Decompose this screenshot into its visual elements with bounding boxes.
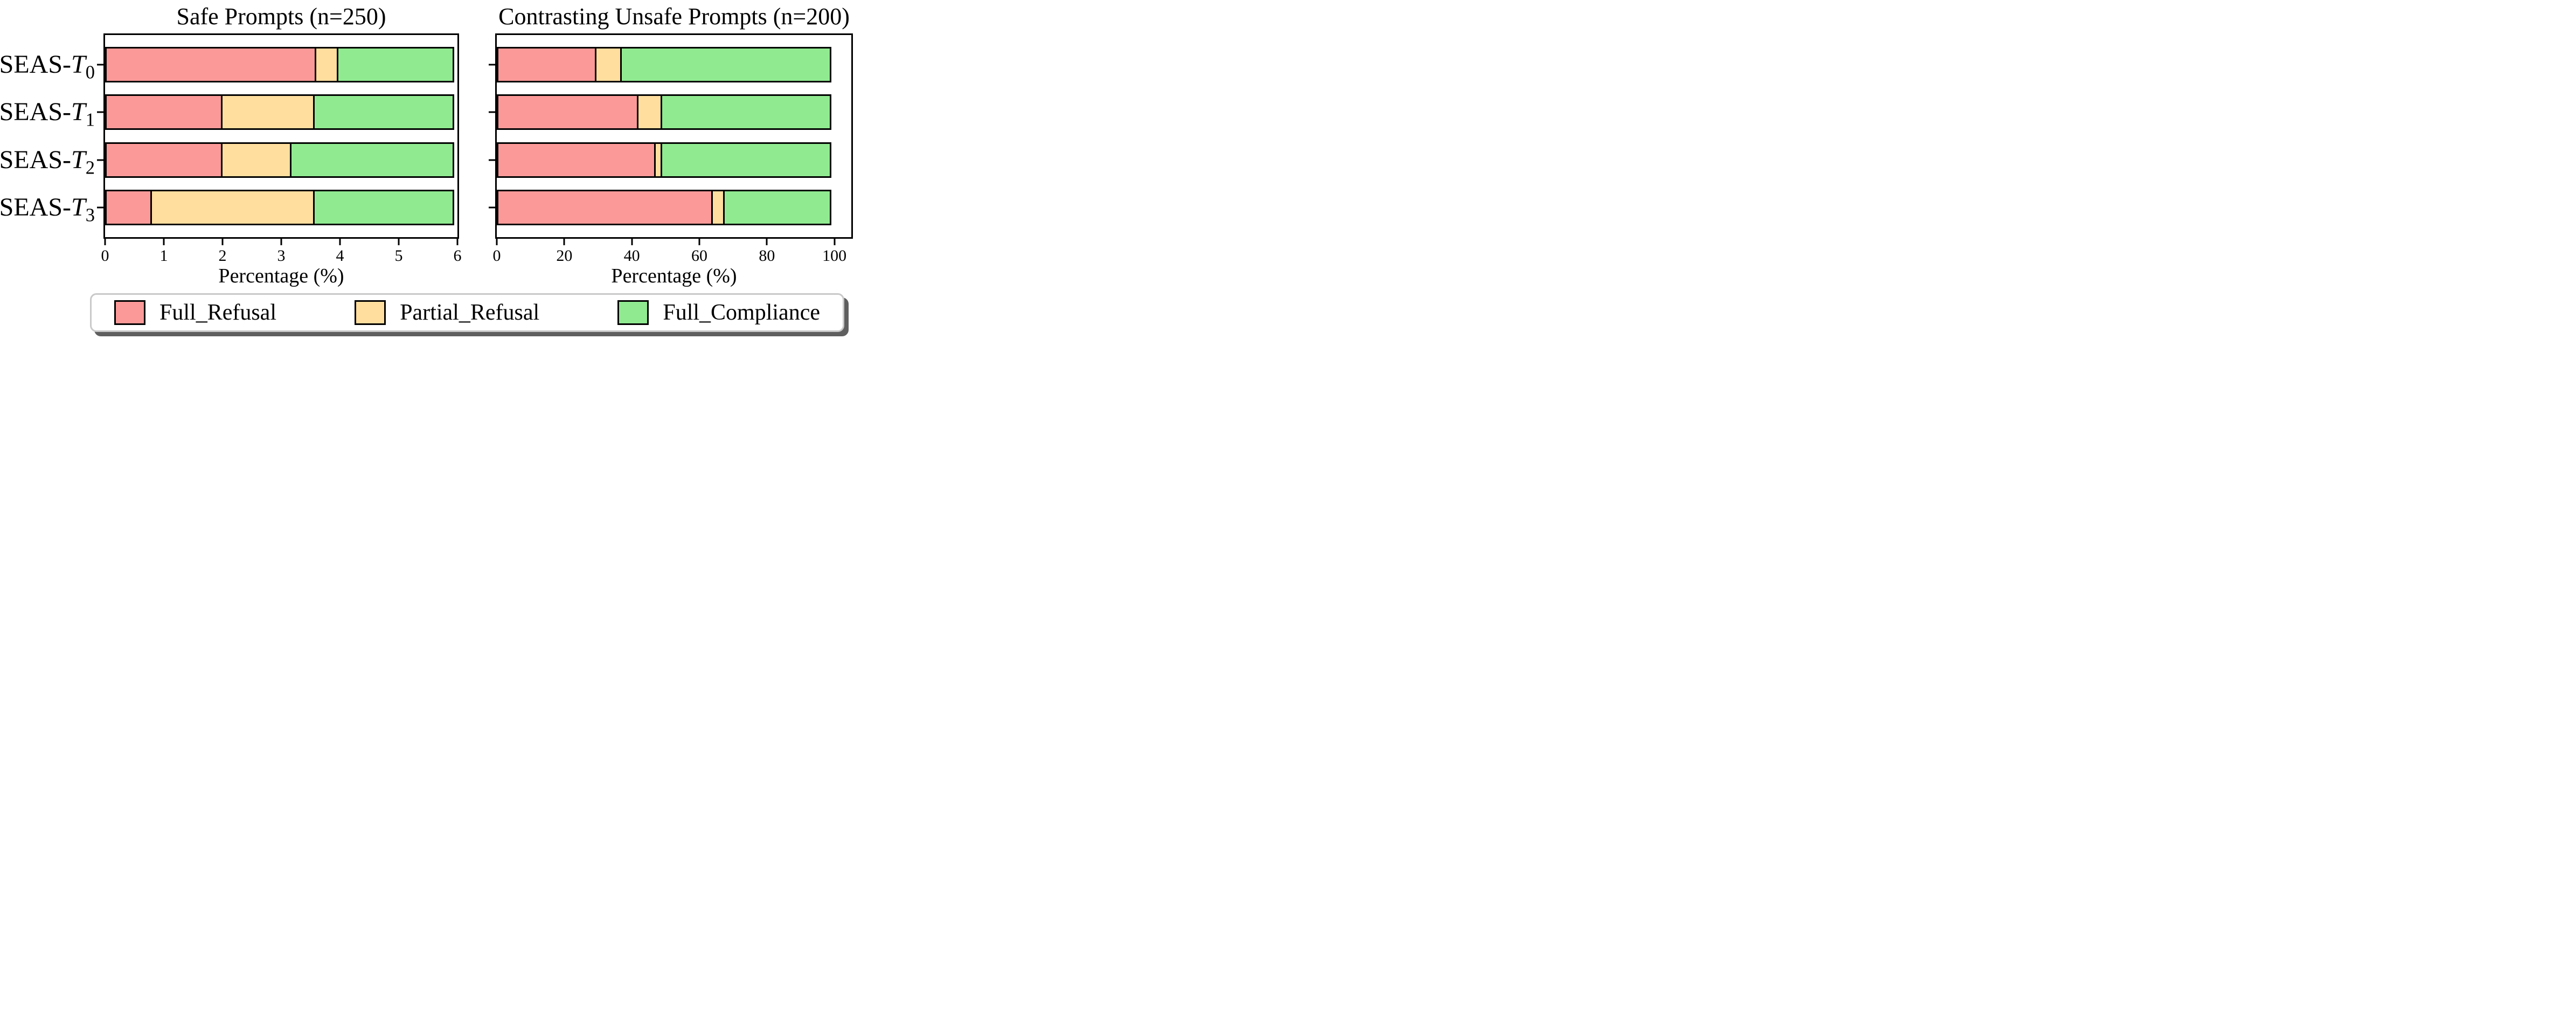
- legend-item-partial_refusal: Partial_Refusal: [355, 300, 539, 325]
- x-axis-tick: [280, 239, 282, 245]
- legend-label: Partial_Refusal: [400, 300, 540, 325]
- x-axis-tick: [766, 239, 768, 245]
- x-axis-label-1: Percentage (%): [611, 265, 737, 287]
- y-category-label-seas-t3: SEAS-T3: [0, 193, 95, 226]
- bar-row-seas-t1: [497, 94, 851, 130]
- x-axis-tick: [163, 239, 165, 245]
- plot-area-0: [103, 33, 459, 239]
- bar-segment-full_compliance: [661, 142, 831, 178]
- bar-segment-full_refusal: [105, 46, 317, 83]
- bar-segment-full_refusal: [497, 46, 596, 83]
- bar-segment-full_compliance: [289, 142, 454, 178]
- legend-item-full_compliance: Full_Compliance: [617, 300, 820, 325]
- bar-segment-partial_refusal: [315, 46, 338, 83]
- x-axis-tick: [698, 239, 700, 245]
- bar-segment-full_compliance: [313, 94, 454, 130]
- bar-row-seas-t0: [105, 46, 457, 83]
- bar-segment-full_compliance: [336, 46, 454, 83]
- x-axis-tick: [104, 239, 106, 245]
- x-axis-tick: [456, 239, 459, 245]
- y-category-label-seas-t0: SEAS-T0: [0, 50, 95, 83]
- legend-label: Full_Compliance: [663, 300, 820, 325]
- bar-segment-full_refusal: [497, 142, 656, 178]
- bar-row-seas-t2: [105, 142, 457, 178]
- bar-row-seas-t0: [497, 46, 851, 83]
- bar-row-seas-t1: [105, 94, 457, 130]
- y-axis-tick: [97, 111, 103, 113]
- bar-segment-full_refusal: [497, 189, 713, 226]
- x-tick-label: 60: [691, 247, 707, 265]
- y-axis-tick: [97, 206, 103, 209]
- legend: Full_Refusal Partial_Refusal Full_Complian…: [90, 293, 844, 332]
- bar-segment-partial_refusal: [221, 94, 315, 130]
- legend-item-full_refusal: Full_Refusal: [114, 300, 276, 325]
- plot-area-1: [495, 33, 853, 239]
- bar-segment-partial_refusal: [637, 94, 663, 130]
- x-axis-tick: [834, 239, 836, 245]
- y-axis-tick: [489, 159, 495, 161]
- x-axis-tick: [631, 239, 633, 245]
- x-axis-tick: [496, 239, 498, 245]
- bar-segment-full_refusal: [105, 142, 223, 178]
- bar-segment-full_refusal: [105, 189, 152, 226]
- x-axis-tick: [339, 239, 341, 245]
- bar-segment-partial_refusal: [150, 189, 315, 226]
- x-axis-tick: [398, 239, 400, 245]
- x-tick-label: 4: [336, 247, 344, 265]
- y-axis-tick: [489, 64, 495, 66]
- x-tick-label: 80: [759, 247, 775, 265]
- x-axis-tick: [221, 239, 224, 245]
- bar-segment-full_compliance: [661, 94, 831, 130]
- legend-swatch-full_compliance: [617, 300, 649, 325]
- x-axis-tick: [563, 239, 565, 245]
- x-axis-label-0: Percentage (%): [218, 265, 344, 287]
- x-tick-label: 40: [623, 247, 640, 265]
- y-axis-tick: [97, 159, 103, 161]
- panel-title-1: Contrasting Unsafe Prompts (n=200): [498, 3, 850, 30]
- y-axis-tick: [489, 206, 495, 209]
- legend-swatch-partial_refusal: [355, 300, 386, 325]
- bar-segment-partial_refusal: [711, 189, 725, 226]
- legend-label: Full_Refusal: [159, 300, 276, 325]
- y-category-label-seas-t1: SEAS-T1: [0, 98, 95, 130]
- bar-segment-partial_refusal: [594, 46, 622, 83]
- bar-row-seas-t3: [105, 189, 457, 226]
- y-category-label-seas-t2: SEAS-T2: [0, 145, 95, 178]
- x-tick-label: 5: [394, 247, 403, 265]
- x-tick-label: 3: [277, 247, 286, 265]
- bar-segment-full_compliance: [313, 189, 454, 226]
- bar-segment-full_refusal: [105, 94, 223, 130]
- bar-row-seas-t2: [497, 142, 851, 178]
- x-tick-label: 20: [556, 247, 573, 265]
- bar-segment-partial_refusal: [221, 142, 291, 178]
- x-tick-label: 2: [218, 247, 227, 265]
- y-axis-tick: [97, 64, 103, 66]
- x-tick-label: 100: [822, 247, 847, 265]
- x-tick-label: 6: [453, 247, 462, 265]
- legend-swatch-full_refusal: [114, 300, 145, 325]
- bar-segment-full_compliance: [620, 46, 831, 83]
- bar-segment-full_compliance: [723, 189, 831, 226]
- y-axis-tick: [489, 111, 495, 113]
- x-tick-label: 1: [159, 247, 168, 265]
- x-tick-label: 0: [492, 247, 501, 265]
- figure: Safe Prompts (n=250) SEAS-T0 SEAS-T1 SEAS-T…: [0, 0, 859, 339]
- bar-segment-full_refusal: [497, 94, 639, 130]
- x-tick-label: 0: [101, 247, 109, 265]
- panel-title-0: Safe Prompts (n=250): [176, 3, 386, 30]
- bar-row-seas-t3: [497, 189, 851, 226]
